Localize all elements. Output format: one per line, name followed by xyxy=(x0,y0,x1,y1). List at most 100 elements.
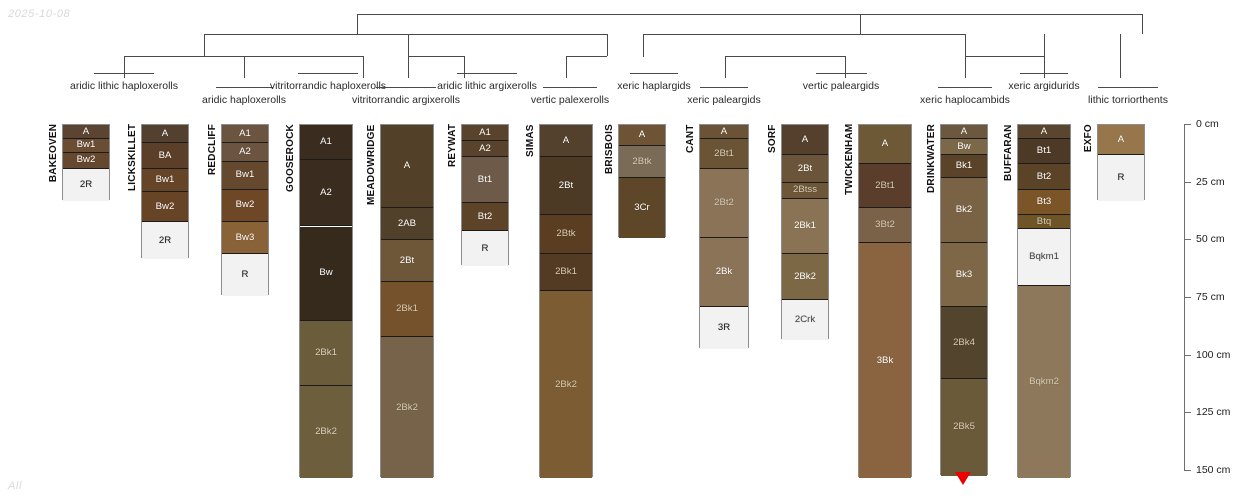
soil-horizon[interactable]: Bt2 xyxy=(462,203,508,232)
soil-horizon[interactable]: Bw2 xyxy=(222,189,268,222)
profile-column[interactable]: A Bw1 Bw2 2R xyxy=(62,124,110,202)
profile-column[interactable]: A 2Btk 3Cr xyxy=(618,124,666,239)
soil-horizon[interactable]: 2Bk1 xyxy=(782,198,828,255)
soil-horizon[interactable]: A xyxy=(619,125,665,146)
soil-horizon[interactable]: 2Bk2 xyxy=(300,385,352,478)
soil-profile-twickenham[interactable]: TWICKENHAM A 2Bt1 3Bt2 3Bk xyxy=(844,124,912,478)
soil-profile-meadowridge[interactable]: MEADOWRIDGE A 2AB 2Bt 2Bk1 2Bk2 xyxy=(366,124,434,478)
soil-horizon[interactable]: 2Bk1 xyxy=(300,321,352,386)
profile-column[interactable]: A1 A2 Bw 2Bk1 2Bk2 xyxy=(299,124,353,478)
soil-horizon[interactable]: Bw2 xyxy=(142,191,188,222)
profile-column[interactable]: A Bt1 Bt2 Bt3 Btq Bqkm1 Bqkm2 xyxy=(1017,124,1071,478)
soil-profile-redcliff[interactable]: REDCLIFF A1 A2 Bw1 Bw2 Bw3 R xyxy=(207,124,269,296)
soil-horizon[interactable]: 2Bk2 xyxy=(540,291,592,478)
soil-horizon[interactable]: A xyxy=(142,125,188,144)
soil-horizon[interactable]: A1 xyxy=(462,125,508,142)
soil-horizon[interactable]: 2Bk1 xyxy=(540,254,592,292)
soil-horizon[interactable]: 2Bt1 xyxy=(700,138,748,169)
horizon-label: Bw3 xyxy=(235,231,255,243)
soil-horizon[interactable]: A xyxy=(782,125,828,155)
soil-horizon[interactable]: 2R xyxy=(63,168,109,202)
soil-horizon[interactable]: 2AB xyxy=(381,208,433,241)
soil-horizon[interactable]: 2Crk xyxy=(782,300,828,340)
soil-horizon[interactable]: BA xyxy=(142,143,188,169)
soil-horizon[interactable]: 3Bk xyxy=(859,242,911,478)
soil-horizon[interactable]: 2Bt xyxy=(540,157,592,215)
soil-horizon[interactable]: Bw xyxy=(941,138,987,155)
profile-column[interactable]: A 2AB 2Bt 2Bk1 2Bk2 xyxy=(380,124,434,478)
soil-profile-brisbois[interactable]: BRISBOIS A 2Btk 3Cr xyxy=(604,124,666,239)
soil-horizon[interactable]: 2Bk2 xyxy=(381,337,433,478)
soil-horizon[interactable]: R xyxy=(222,254,268,296)
soil-horizon[interactable]: 2Bt1 xyxy=(859,164,911,209)
soil-horizon[interactable]: R xyxy=(462,231,508,266)
soil-horizon[interactable]: A xyxy=(941,125,987,139)
soil-profile-reywat[interactable]: REYWAT A1 A2 Bt1 Bt2 R xyxy=(447,124,509,266)
soil-horizon[interactable]: A2 xyxy=(462,141,508,158)
soil-horizon[interactable]: 3R xyxy=(700,307,748,349)
soil-horizon[interactable]: 2Bk1 xyxy=(381,281,433,338)
soil-horizon[interactable]: A2 xyxy=(300,159,352,227)
soil-profile-lickskillet[interactable]: LICKSKILLET A BA Bw1 Bw2 2R xyxy=(127,124,189,259)
soil-horizon[interactable]: Bk2 xyxy=(941,178,987,243)
dendrogram-leaf-stub xyxy=(630,73,678,74)
soil-horizon[interactable]: Bk1 xyxy=(941,154,987,179)
profile-column[interactable]: A BA Bw1 Bw2 2R xyxy=(141,124,189,259)
soil-horizon[interactable]: Bw3 xyxy=(222,221,268,255)
soil-horizon[interactable]: Bw2 xyxy=(63,152,109,169)
profile-column[interactable]: A 2Bt1 3Bt2 3Bk xyxy=(858,124,912,478)
profile-column[interactable]: A Bw Bk1 Bk2 Bk3 2Bk4 2Bk5 xyxy=(940,124,988,476)
soil-horizon[interactable]: A1 xyxy=(300,125,352,160)
profile-column[interactable]: A 2Bt 2Btss 2Bk1 2Bk2 2Crk xyxy=(781,124,829,340)
soil-horizon[interactable]: Bt1 xyxy=(462,157,508,204)
soil-horizon[interactable]: Bt2 xyxy=(1018,164,1070,190)
soil-horizon[interactable]: 2Bt2 xyxy=(700,168,748,239)
soil-profile-simas[interactable]: SIMAS A 2Bt 2Btk 2Bk1 2Bk2 xyxy=(525,124,593,478)
soil-horizon[interactable]: A xyxy=(859,125,911,165)
soil-profile-buffaran[interactable]: BUFFARAN A Bt1 Bt2 Bt3 Btq Bqkm1 Bqkm2 xyxy=(1003,124,1071,478)
soil-horizon[interactable]: A xyxy=(1018,125,1070,139)
soil-horizon[interactable]: 3Cr xyxy=(619,178,665,239)
profile-column[interactable]: A 2Bt1 2Bt2 2Bk 3R xyxy=(699,124,749,349)
soil-horizon[interactable]: 2Bt xyxy=(782,154,828,183)
soil-horizon[interactable]: Bw1 xyxy=(63,138,109,153)
soil-profile-sorf[interactable]: SORF A 2Bt 2Btss 2Bk1 2Bk2 2Crk xyxy=(767,124,829,340)
soil-horizon[interactable]: A xyxy=(700,125,748,139)
soil-horizon[interactable]: 2Btk xyxy=(619,145,665,179)
soil-horizon[interactable]: A xyxy=(381,125,433,209)
soil-profile-bakeoven[interactable]: BAKEOVEN A Bw1 Bw2 2R xyxy=(48,124,110,202)
soil-horizon[interactable]: 2R xyxy=(142,221,188,259)
soil-horizon[interactable]: Bk3 xyxy=(941,242,987,308)
soil-horizon[interactable]: 2Btss xyxy=(782,182,828,199)
soil-horizon[interactable]: 2Bk xyxy=(700,238,748,308)
soil-horizon[interactable]: 2Bk5 xyxy=(941,378,987,476)
profile-column[interactable]: A1 A2 Bt1 Bt2 R xyxy=(461,124,509,266)
soil-horizon[interactable]: 2Bt xyxy=(381,240,433,282)
soil-horizon[interactable]: A xyxy=(540,125,592,158)
soil-horizon[interactable]: Bw xyxy=(300,226,352,322)
soil-horizon[interactable]: A xyxy=(63,125,109,139)
soil-profile-cant[interactable]: CANT A 2Bt1 2Bt2 2Bk 3R xyxy=(685,124,749,349)
soil-horizon[interactable]: Bqkm1 xyxy=(1018,228,1070,287)
soil-horizon[interactable]: 2Bk2 xyxy=(782,254,828,301)
soil-horizon[interactable]: Btq xyxy=(1018,214,1070,229)
soil-horizon[interactable]: R xyxy=(1098,154,1144,202)
soil-horizon[interactable]: Bw1 xyxy=(142,168,188,192)
soil-horizon[interactable]: Bqkm2 xyxy=(1018,286,1070,478)
soil-horizon[interactable]: A1 xyxy=(222,125,268,144)
soil-profile-exfo[interactable]: EXFO A R xyxy=(1083,124,1145,202)
dendrogram-branch-vertical xyxy=(1044,56,1045,78)
soil-horizon[interactable]: A xyxy=(1098,125,1144,155)
profile-column[interactable]: A1 A2 Bw1 Bw2 Bw3 R xyxy=(221,124,269,296)
soil-horizon[interactable]: Bt1 xyxy=(1018,138,1070,165)
soil-horizon[interactable]: 3Bt2 xyxy=(859,208,911,243)
soil-horizon[interactable]: 2Btk xyxy=(540,214,592,255)
profile-column[interactable]: A 2Bt 2Btk 2Bk1 2Bk2 xyxy=(539,124,593,478)
soil-horizon[interactable]: Bt3 xyxy=(1018,189,1070,215)
soil-profile-drinkwater[interactable]: DRINKWATER A Bw Bk1 Bk2 Bk3 2Bk4 2Bk5 xyxy=(926,124,988,476)
soil-profile-gooserock[interactable]: GOOSEROCK A1 A2 Bw 2Bk1 2Bk2 xyxy=(285,124,353,478)
soil-horizon[interactable]: A2 xyxy=(222,143,268,162)
soil-horizon[interactable]: 2Bk4 xyxy=(941,307,987,379)
soil-horizon[interactable]: Bw1 xyxy=(222,161,268,190)
